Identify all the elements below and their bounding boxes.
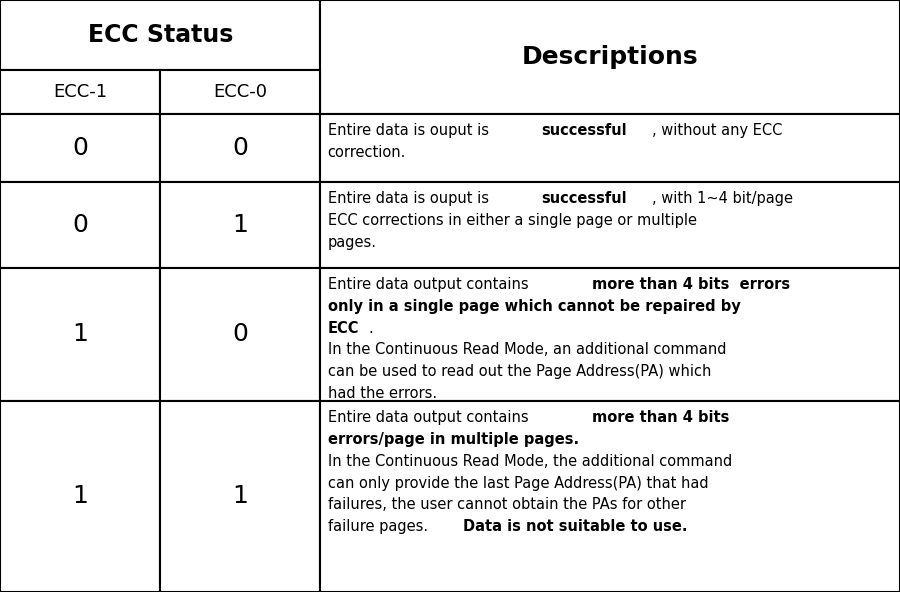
Text: 0: 0 <box>72 213 88 237</box>
Bar <box>0 0 320 70</box>
Text: can be used to read out the Page Address(PA) which: can be used to read out the Page Address… <box>328 364 711 379</box>
Text: correction.: correction. <box>328 145 406 160</box>
Bar <box>320 114 900 182</box>
Text: failure pages.: failure pages. <box>328 519 432 534</box>
Text: , with 1~4 bit/page: , with 1~4 bit/page <box>652 191 793 206</box>
Bar <box>160 114 320 182</box>
Bar <box>160 401 320 592</box>
Text: 0: 0 <box>232 322 248 346</box>
Text: only in a single page which cannot be repaired by: only in a single page which cannot be re… <box>328 299 741 314</box>
Text: more than 4 bits  errors: more than 4 bits errors <box>592 277 790 292</box>
Bar <box>0 401 160 592</box>
Text: ECC-1: ECC-1 <box>53 83 107 101</box>
Bar <box>160 70 320 114</box>
Bar <box>0 268 160 401</box>
Bar <box>0 70 160 114</box>
Text: can only provide the last Page Address(PA) that had: can only provide the last Page Address(P… <box>328 475 708 491</box>
Text: ECC corrections in either a single page or multiple: ECC corrections in either a single page … <box>328 213 697 228</box>
Text: 1: 1 <box>232 213 248 237</box>
Text: In the Continuous Read Mode, an additional command: In the Continuous Read Mode, an addition… <box>328 342 726 358</box>
Bar <box>320 182 900 268</box>
Text: Data is not suitable to use.: Data is not suitable to use. <box>463 519 688 534</box>
Text: Entire data output contains: Entire data output contains <box>328 277 533 292</box>
Text: successful: successful <box>541 191 627 206</box>
Text: ECC-0: ECC-0 <box>213 83 267 101</box>
Bar <box>0 182 160 268</box>
Text: Entire data is ouput is: Entire data is ouput is <box>328 123 493 138</box>
Text: ECC: ECC <box>328 321 359 336</box>
Bar <box>320 268 900 401</box>
Bar <box>0 114 160 182</box>
Text: , without any ECC: , without any ECC <box>652 123 782 138</box>
Text: In the Continuous Read Mode, the additional command: In the Continuous Read Mode, the additio… <box>328 454 732 469</box>
Text: more than 4 bits: more than 4 bits <box>592 410 730 425</box>
Text: ECC Status: ECC Status <box>87 23 233 47</box>
Bar <box>160 268 320 401</box>
Text: Entire data is ouput is: Entire data is ouput is <box>328 191 493 206</box>
Text: 1: 1 <box>72 484 88 509</box>
Bar <box>320 0 900 114</box>
Text: failures, the user cannot obtain the PAs for other: failures, the user cannot obtain the PAs… <box>328 497 686 513</box>
Text: 1: 1 <box>232 484 248 509</box>
Text: had the errors.: had the errors. <box>328 386 436 401</box>
Text: 0: 0 <box>72 136 88 160</box>
Text: .: . <box>368 321 373 336</box>
Text: successful: successful <box>541 123 627 138</box>
Text: 1: 1 <box>72 322 88 346</box>
Text: pages.: pages. <box>328 235 376 250</box>
Bar <box>160 182 320 268</box>
Bar <box>320 401 900 592</box>
Text: Entire data output contains: Entire data output contains <box>328 410 533 425</box>
Text: 0: 0 <box>232 136 248 160</box>
Text: errors/page in multiple pages.: errors/page in multiple pages. <box>328 432 579 447</box>
Text: Descriptions: Descriptions <box>522 45 698 69</box>
